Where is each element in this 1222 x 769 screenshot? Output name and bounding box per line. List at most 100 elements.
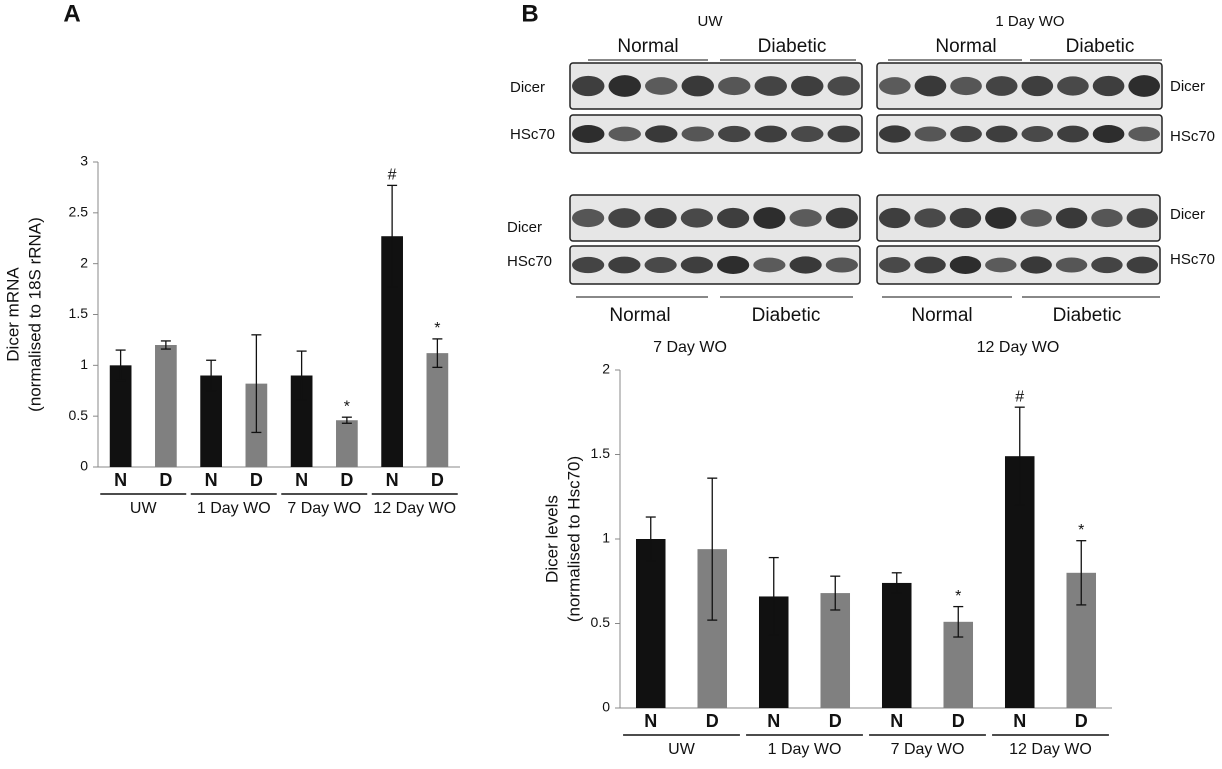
blot-band: [717, 207, 750, 229]
x-tick-label: N: [295, 470, 308, 490]
blot-row-label: HSc70: [510, 126, 555, 143]
blot-band: [681, 126, 714, 142]
group-label: 1 Day WO: [197, 500, 271, 517]
blot-band: [949, 256, 982, 274]
panel-label: A: [63, 0, 80, 27]
y-tick-label: 2: [80, 254, 88, 270]
blot-band: [914, 256, 946, 274]
blot-band: [985, 257, 1017, 273]
blot-band: [827, 125, 860, 143]
group-label: UW: [130, 500, 158, 517]
blot-band: [1020, 209, 1052, 227]
blot-subgroup: Normal: [617, 36, 678, 57]
y-tick-label: 2: [602, 361, 610, 377]
blot-subgroup: Diabetic: [758, 36, 827, 57]
significance-marker: *: [434, 320, 440, 337]
y-tick-label: 1.5: [591, 445, 611, 461]
y-tick-label: 0.5: [69, 407, 89, 423]
blot-band: [608, 208, 641, 228]
blot-band: [681, 75, 714, 97]
blot-band: [572, 208, 605, 228]
blot-band: [1055, 207, 1088, 229]
error-bar: [206, 359, 217, 392]
blot-band: [1128, 75, 1161, 97]
blot-box: [876, 62, 1163, 110]
group-label: 12 Day WO: [1009, 741, 1092, 758]
blot-band: [789, 256, 822, 274]
blot-row-label: Dicer: [507, 219, 542, 236]
significance-marker: *: [955, 588, 961, 605]
error-bar: [115, 349, 126, 382]
blot-subgroup: Normal: [911, 305, 972, 326]
blot-box: [569, 245, 861, 285]
group-label: 7 Day WO: [287, 500, 361, 517]
blot-row-label: Dicer: [1170, 78, 1205, 95]
error-bar: [341, 416, 352, 424]
blot-band: [791, 75, 824, 97]
blot-row-label: Dicer: [510, 79, 545, 96]
panel-label: B: [521, 0, 538, 27]
blot-band: [608, 75, 641, 97]
blot-band: [718, 125, 751, 143]
blot-band: [1091, 208, 1123, 228]
group-label: 12 Day WO: [373, 500, 456, 517]
y-axis-label: Dicer mRNA: [3, 267, 22, 362]
blot-band: [572, 125, 605, 143]
error-bar: [953, 605, 964, 638]
blot-subgroup: Normal: [609, 305, 670, 326]
error-bar: [1076, 540, 1087, 606]
y-tick-label: 1: [80, 356, 88, 372]
bar: [426, 353, 449, 467]
bar: [200, 375, 222, 467]
y-tick-label: 0.5: [591, 614, 611, 630]
x-tick-label: N: [890, 711, 903, 731]
blot-band: [644, 207, 677, 229]
blot-subgroup: Diabetic: [1066, 36, 1135, 57]
error-bar: [251, 334, 262, 434]
x-tick-label: N: [114, 470, 127, 490]
blot-band: [1057, 125, 1089, 143]
x-tick-label: D: [159, 470, 172, 490]
bar: [109, 365, 132, 467]
blot-band: [1092, 75, 1125, 97]
y-tick-label: 2.5: [69, 204, 89, 220]
blot-band: [1092, 125, 1125, 143]
blot-band: [985, 125, 1018, 143]
blot-subgroup: Diabetic: [752, 305, 821, 326]
y-axis-label: (normalised to 18S rRNA): [25, 217, 44, 412]
blot-band: [950, 76, 982, 96]
blot-band: [949, 207, 982, 229]
y-axis-label: (normalised to Hsc70): [564, 456, 583, 622]
y-tick-label: 1: [602, 530, 610, 546]
blot-box: [569, 62, 863, 110]
significance-marker: *: [1078, 522, 1084, 539]
blot-band: [753, 257, 786, 273]
group-label: 1 Day WO: [768, 741, 842, 758]
y-tick-label: 0: [602, 699, 610, 715]
error-bar: [645, 516, 656, 562]
blot-row-label: HSc70: [507, 253, 552, 270]
x-tick-label: D: [250, 470, 263, 490]
blot-band: [1128, 126, 1161, 142]
blot-band: [754, 125, 787, 143]
error-bar: [160, 340, 171, 350]
blot-band: [644, 257, 677, 273]
blot-group: UW: [698, 13, 724, 30]
blot-band: [914, 126, 947, 142]
bar: [381, 236, 403, 467]
blot-box: [876, 114, 1163, 154]
error-bar: [891, 572, 902, 594]
bar: [820, 593, 851, 708]
blot-band: [1021, 75, 1054, 97]
blot-band: [878, 77, 911, 95]
error-bar: [1014, 406, 1025, 506]
x-tick-label: N: [205, 470, 218, 490]
blot-band: [1126, 256, 1159, 274]
blot-box: [569, 194, 861, 242]
y-tick-label: 3: [80, 153, 88, 169]
blot-band: [789, 209, 822, 227]
blot-band: [680, 208, 713, 228]
x-tick-label: D: [1075, 711, 1088, 731]
error-bar: [296, 350, 307, 401]
